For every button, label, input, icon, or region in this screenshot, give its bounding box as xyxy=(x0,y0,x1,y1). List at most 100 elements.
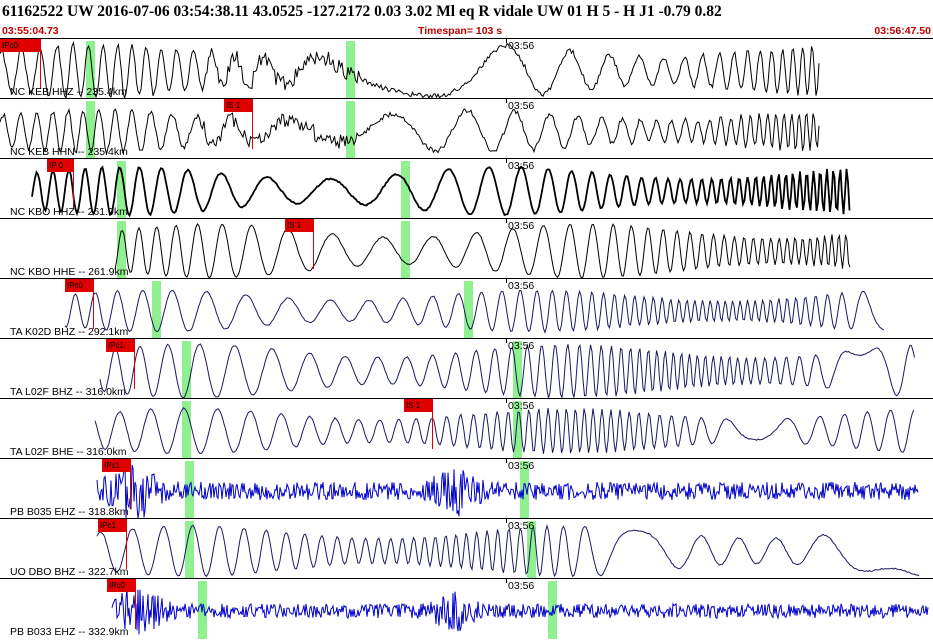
pick-flag[interactable]: IS 1 xyxy=(285,219,313,232)
station-label: TA L02F BHE -- 316.0km xyxy=(10,446,127,458)
time-label: 03:56 xyxy=(508,40,535,52)
waveform xyxy=(0,40,820,99)
waveform-path xyxy=(64,289,885,334)
trace-panel: IS 1 03:56 NC KEB HHN -- 235.4km xyxy=(0,98,933,159)
pick-line xyxy=(126,519,127,569)
trace-panel: IPc1 03:56 PB B035 EHZ -- 318.8km xyxy=(0,458,933,519)
waveform xyxy=(94,407,915,455)
phase-marker xyxy=(401,161,410,219)
minute-tick xyxy=(506,219,507,223)
pick-flag[interactable]: IPc1 xyxy=(106,339,134,352)
phase-marker xyxy=(86,101,95,159)
waveform xyxy=(114,223,851,279)
trace-panel: IS 1 03:56 NC KBO HHE -- 261.9km xyxy=(0,218,933,279)
event-header: 61162522 UW 2016-07-06 03:54:38.11 43.05… xyxy=(2,3,722,20)
pick-flag[interactable]: IPc0 xyxy=(65,279,93,292)
waveform-path xyxy=(96,463,919,519)
time-label: 03:56 xyxy=(508,100,535,112)
waveform xyxy=(111,588,929,635)
phase-marker xyxy=(401,221,410,279)
phase-marker xyxy=(513,401,522,459)
trace-panel: IPc0 03:56 TA K02D BHZ -- 292.1km xyxy=(0,278,933,339)
station-label: NC KEB HHN -- 235.4km xyxy=(10,146,128,158)
time-label: 03:56 xyxy=(508,340,535,352)
time-label: 03:56 xyxy=(508,220,535,232)
phase-marker xyxy=(185,521,194,579)
station-label: TA K02D BHZ -- 292.1km xyxy=(10,326,129,338)
pick-line xyxy=(40,39,41,89)
trace-panel: IPc0 03:56 NC KEB HHZ -- 235.4km xyxy=(0,38,933,99)
minute-tick xyxy=(506,519,507,523)
pick-line xyxy=(93,279,94,329)
minute-tick xyxy=(506,99,507,103)
minute-tick xyxy=(506,279,507,283)
phase-marker xyxy=(527,521,536,579)
minute-tick xyxy=(506,579,507,583)
pick-flag[interactable]: IS 1 xyxy=(404,399,432,412)
waveform xyxy=(31,165,851,218)
waveform xyxy=(96,523,920,578)
end-time: 03:56:47.50 xyxy=(874,25,931,37)
waveform xyxy=(96,463,919,519)
phase-marker xyxy=(152,281,161,339)
waveform-path xyxy=(94,407,915,455)
phase-marker xyxy=(464,281,473,339)
trace-panel: IPc1 03:56 UO DBO BHZ -- 322.7km xyxy=(0,518,933,579)
waveform xyxy=(99,343,915,399)
pick-flag[interactable]: IPc1 xyxy=(102,459,130,472)
station-label: TA L02F BHZ -- 316.0km xyxy=(10,386,126,398)
pick-line xyxy=(313,219,314,269)
phase-marker xyxy=(520,461,529,519)
phase-marker xyxy=(185,461,194,519)
time-label: 03:56 xyxy=(508,460,535,472)
waveform-path xyxy=(111,588,929,635)
phase-marker xyxy=(182,401,191,459)
pick-line xyxy=(73,159,74,209)
phase-marker xyxy=(182,341,191,399)
time-label: 03:56 xyxy=(508,520,535,532)
waveform-path xyxy=(114,223,851,279)
station-label: NC KBO HHE -- 261.9km xyxy=(10,266,129,278)
pick-flag[interactable]: IS 1 xyxy=(224,99,252,112)
pick-line xyxy=(130,459,131,509)
waveform-path xyxy=(31,165,851,218)
station-label: PB B035 EHZ -- 318.8km xyxy=(10,506,129,518)
time-label: 03:56 xyxy=(508,280,535,292)
time-label: 03:56 xyxy=(508,580,535,592)
minute-tick xyxy=(506,39,507,43)
pick-line xyxy=(134,339,135,389)
phase-marker xyxy=(117,161,126,219)
timespan-label: Timespan= 103 s xyxy=(418,25,503,37)
pick-line xyxy=(252,99,253,149)
time-label: 03:56 xyxy=(508,400,535,412)
waveform xyxy=(64,289,885,334)
station-label: UO DBO BHZ -- 322.7km xyxy=(10,566,129,578)
phase-marker xyxy=(117,221,126,279)
waveform-path xyxy=(0,40,820,99)
minute-tick xyxy=(506,399,507,403)
trace-panel: IP 0 03:56 NC KBO HHZ -- 261.9km xyxy=(0,158,933,219)
pick-line xyxy=(135,579,136,629)
waveform-path xyxy=(0,107,820,155)
phase-marker xyxy=(86,41,95,99)
waveform xyxy=(0,107,820,155)
station-label: PB B033 EHZ -- 332.9km xyxy=(10,626,129,638)
pick-flag[interactable]: IPc0 xyxy=(107,579,135,592)
pick-flag[interactable]: IPc1 xyxy=(98,519,126,532)
trace-panel: IPc1 03:56 TA L02F BHZ -- 316.0km xyxy=(0,338,933,399)
station-label: NC KEB HHZ -- 235.4km xyxy=(10,86,127,98)
waveform-path xyxy=(96,523,920,578)
trace-panel: IPc0 03:56 PB B033 EHZ -- 332.9km xyxy=(0,578,933,639)
minute-tick xyxy=(506,159,507,163)
pick-flag[interactable]: IP 0 xyxy=(47,159,73,172)
phase-marker xyxy=(346,101,355,159)
phase-marker xyxy=(513,341,522,399)
pick-flag[interactable]: IPc0 xyxy=(0,39,40,52)
pick-line xyxy=(432,399,433,449)
minute-tick xyxy=(506,459,507,463)
minute-tick xyxy=(506,339,507,343)
waveform-path xyxy=(99,343,915,399)
trace-panel: IS 1 03:56 TA L02F BHE -- 316.0km xyxy=(0,398,933,459)
station-label: NC KBO HHZ -- 261.9km xyxy=(10,206,128,218)
start-time: 03:55:04.73 xyxy=(2,25,59,37)
